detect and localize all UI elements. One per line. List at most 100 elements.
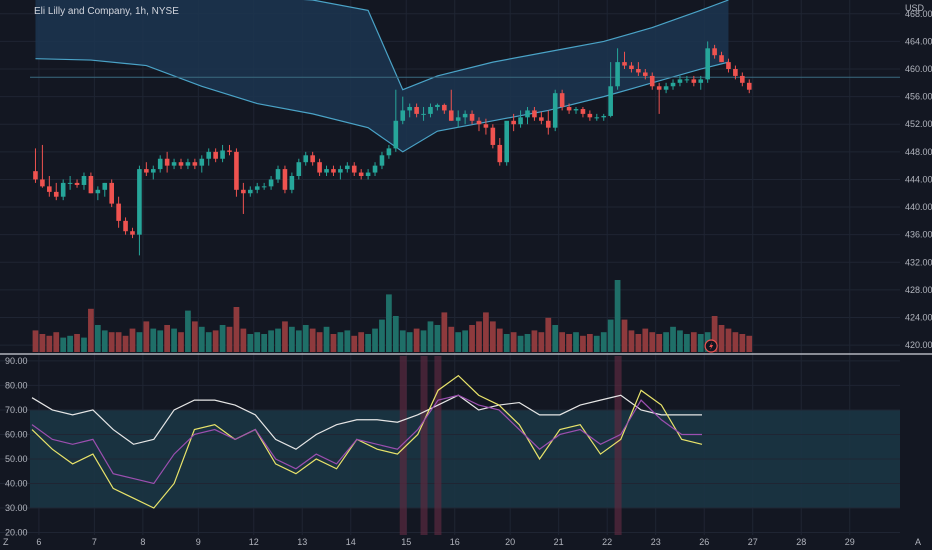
candle[interactable] (504, 120, 510, 166)
candle[interactable] (414, 103, 419, 118)
candle[interactable] (109, 179, 114, 208)
candle[interactable] (185, 158, 191, 170)
candle[interactable] (656, 82, 662, 114)
candle[interactable] (123, 217, 128, 235)
candle[interactable] (733, 65, 738, 80)
candle[interactable] (268, 176, 274, 190)
candle[interactable] (345, 162, 350, 173)
corner-right-label[interactable]: A (915, 537, 921, 547)
candle[interactable] (296, 158, 302, 180)
candle[interactable] (483, 118, 489, 135)
lightning-icon[interactable] (704, 339, 718, 353)
candle[interactable] (407, 103, 412, 118)
candle[interactable] (60, 179, 66, 201)
candle[interactable] (469, 110, 475, 125)
candle[interactable] (289, 172, 295, 194)
candle[interactable] (74, 179, 80, 188)
candle[interactable] (331, 165, 336, 176)
candle[interactable] (220, 144, 225, 163)
candle[interactable] (421, 106, 426, 121)
candle[interactable] (144, 162, 149, 176)
candle[interactable] (67, 176, 73, 190)
candle[interactable] (539, 111, 544, 125)
candle[interactable] (379, 151, 385, 170)
candle[interactable] (518, 110, 523, 128)
candle[interactable] (338, 165, 343, 180)
candle[interactable] (261, 182, 267, 190)
candle[interactable] (622, 51, 627, 70)
candle[interactable] (476, 117, 482, 132)
candle[interactable] (393, 89, 399, 152)
candle[interactable] (358, 169, 364, 180)
candle[interactable] (559, 89, 565, 111)
candle[interactable] (726, 58, 731, 73)
candle[interactable] (365, 169, 371, 180)
candle[interactable] (684, 75, 690, 83)
candle[interactable] (448, 89, 454, 121)
candle[interactable] (552, 89, 558, 132)
candle[interactable] (164, 151, 170, 173)
candle[interactable] (670, 79, 676, 90)
candle[interactable] (130, 227, 135, 239)
candle[interactable] (566, 103, 572, 114)
candle[interactable] (241, 182, 246, 214)
candle[interactable] (386, 144, 392, 159)
candle[interactable] (199, 155, 205, 173)
candle[interactable] (116, 196, 121, 228)
candle[interactable] (455, 110, 461, 128)
candle[interactable] (435, 103, 440, 111)
candle[interactable] (303, 151, 309, 166)
candle[interactable] (351, 162, 357, 176)
candle[interactable] (677, 75, 683, 87)
candle[interactable] (213, 148, 218, 163)
candle[interactable] (247, 186, 253, 197)
candle[interactable] (629, 62, 634, 73)
candle[interactable] (47, 176, 52, 197)
candle[interactable] (88, 172, 94, 194)
candle[interactable] (171, 158, 177, 170)
candle[interactable] (428, 103, 433, 118)
candle[interactable] (643, 69, 648, 80)
candle[interactable] (275, 165, 281, 183)
candle[interactable] (95, 186, 101, 201)
candle[interactable] (372, 162, 378, 176)
candle[interactable] (282, 165, 288, 194)
candle[interactable] (719, 51, 724, 63)
candle[interactable] (649, 72, 655, 90)
candle[interactable] (698, 75, 704, 90)
candle[interactable] (102, 182, 108, 197)
candle[interactable] (545, 110, 551, 135)
candle[interactable] (663, 82, 669, 94)
candle[interactable] (310, 151, 315, 166)
candle[interactable] (511, 113, 516, 132)
candle[interactable] (746, 79, 752, 94)
candle[interactable] (150, 165, 156, 180)
candle[interactable] (580, 106, 586, 118)
candle[interactable] (400, 96, 406, 125)
candle[interactable] (532, 106, 537, 121)
candle[interactable] (740, 72, 745, 87)
candle[interactable] (497, 138, 503, 166)
candle[interactable] (636, 62, 641, 76)
candle[interactable] (462, 110, 468, 125)
candle[interactable] (192, 158, 198, 170)
candle[interactable] (157, 155, 163, 173)
candle[interactable] (178, 158, 184, 170)
candle[interactable] (615, 48, 620, 90)
candle[interactable] (712, 44, 717, 59)
candle[interactable] (691, 75, 697, 87)
candle[interactable] (40, 144, 45, 188)
candle[interactable] (254, 182, 260, 194)
candle[interactable] (608, 62, 613, 118)
candle[interactable] (573, 106, 579, 114)
candle[interactable] (324, 165, 329, 176)
candle[interactable] (137, 165, 142, 256)
candle[interactable] (206, 148, 212, 166)
corner-left-label[interactable]: Z (3, 537, 9, 547)
candle[interactable] (490, 124, 496, 149)
candle[interactable] (594, 113, 600, 121)
candle[interactable] (234, 148, 239, 197)
candle[interactable] (525, 106, 530, 125)
candle[interactable] (33, 148, 38, 183)
